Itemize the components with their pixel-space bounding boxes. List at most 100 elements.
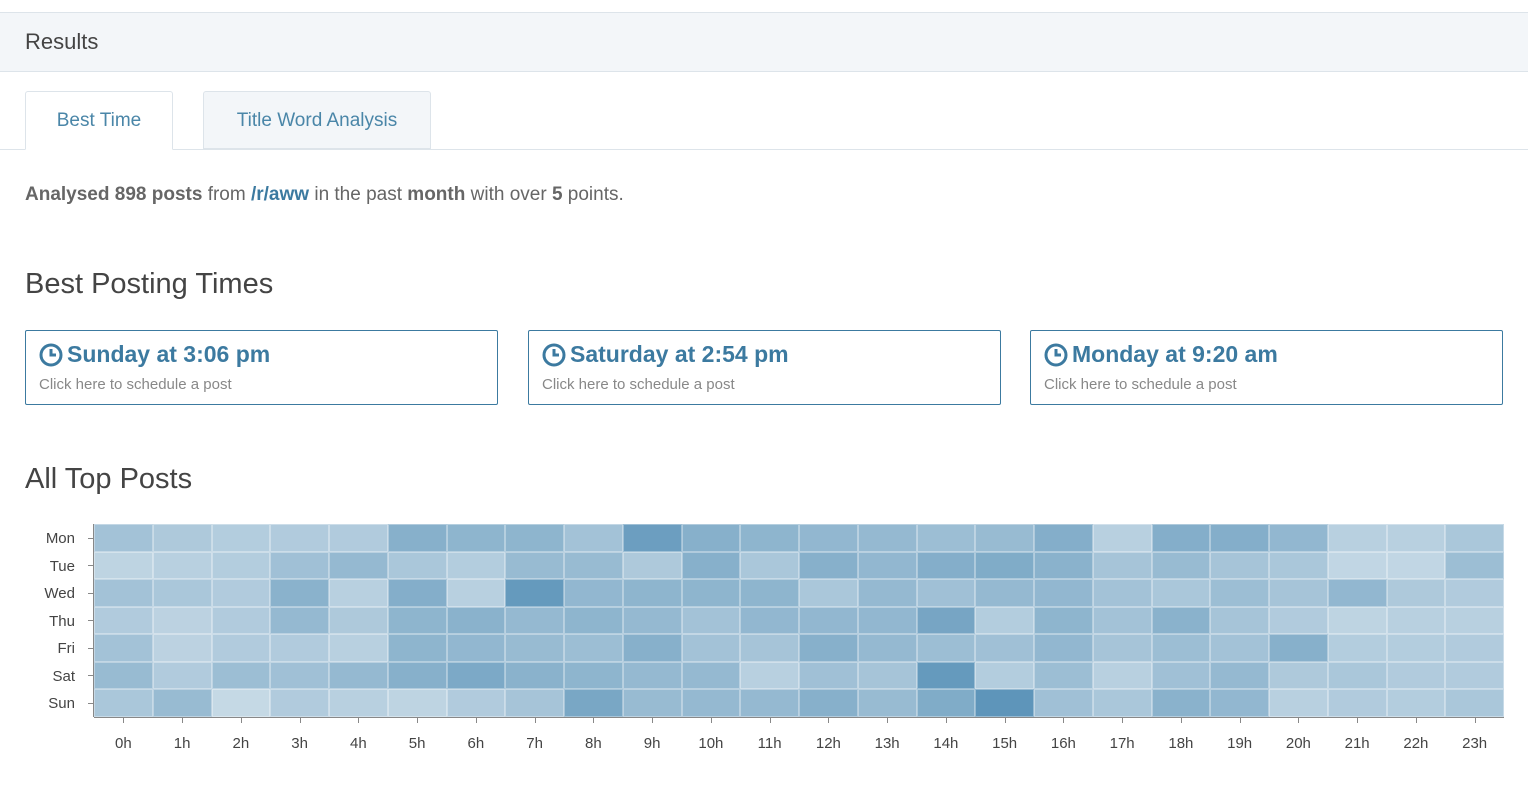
tab-title-word-analysis[interactable]: Title Word Analysis [203,91,431,149]
heatmap-cell-fri-10h [681,634,741,662]
summary-with-over: with over [465,184,552,205]
heatmap-cell-sat-23h [1445,661,1504,689]
heatmap-cell-thu-12h [799,606,858,634]
heatmap-cell-sun-0h [94,689,153,717]
heatmap-cell-fri-2h [211,634,271,662]
heatmap-x-axis [94,716,1504,718]
best-time-label: Sunday at 3:06 pm [67,341,271,367]
heatmap-cell-fri-7h [505,634,564,662]
heatmap-cell-mon-1h [152,524,212,552]
subreddit-link[interactable]: /r/aww [250,184,310,205]
schedule-hint: Click here to schedule a post [39,376,232,393]
tab-best-time[interactable]: Best Time [25,91,173,150]
heatmap-cell-thu-17h [1092,606,1152,634]
summary-analysed: Analysed 898 posts [25,184,203,205]
heatmap-cell-tue-3h [270,551,329,579]
heatmap-column-label: 5h [408,734,426,752]
heatmap-cell-thu-4h [329,606,388,634]
heatmap-cell-sun-16h [1034,689,1093,717]
heatmap-cell-tue-5h [387,551,447,579]
heatmap-cell-mon-15h [975,524,1034,552]
heatmap-cell-fri-19h [1210,634,1269,662]
heatmap-x-tick [475,716,477,723]
heatmap-cell-tue-13h [857,551,917,579]
heatmap-column-label: 10h [698,734,724,752]
best-time-label: Monday at 9:20 am [1072,341,1278,367]
heatmap-column-label: 16h [1050,734,1076,752]
heatmap-cell-sun-7h [505,689,564,717]
heatmap-chart: Mon Tue Wed Thu Fri Sat Sun 0h 1h 2h 3h 4h 5h 6h 7h 8h 9… [0,520,1528,760]
best-time-card-2[interactable]: Saturday at 2:54 pm Click here to schedu… [528,330,1001,405]
heatmap-column-label: 4h [350,734,367,752]
heatmap-cell-fri-15h [975,634,1034,662]
best-time-card-3[interactable]: Monday at 9:20 am Click here to schedule… [1030,330,1503,405]
heatmap-cell-sun-10h [681,689,741,717]
heatmap-cell-thu-7h [505,606,564,634]
heatmap-x-tick [417,716,419,723]
heatmap-column-label: 6h [467,734,485,752]
heatmap-cell-sun-1h [152,689,212,717]
heatmap-cell-wed-9h [622,579,682,607]
heatmap-column-label: 18h [1168,734,1194,752]
heatmap-cell-fri-16h [1034,634,1093,662]
heatmap-cell-mon-2h [211,524,271,552]
heatmap-cell-sun-14h [916,689,976,717]
heatmap-cell-sat-11h [740,661,799,689]
heatmap-cell-sun-18h [1151,689,1211,717]
heatmap-cell-sat-13h [857,661,917,689]
best-time-card-1[interactable]: Sunday at 3:06 pm Click here to schedule… [25,330,498,405]
heatmap-x-tick [1415,716,1417,723]
heatmap-cell-wed-16h [1034,579,1093,607]
heatmap-cell-tue-19h [1210,551,1269,579]
heatmap-cell-sat-12h [799,661,858,689]
heatmap-column-label: 22h [1403,734,1429,752]
heatmap-cell-fri-22h [1386,634,1446,662]
heatmap-row-label: Sun [48,695,75,712]
heatmap-row-label: Wed [44,585,75,602]
heatmap-cell-wed-17h [1092,579,1152,607]
heatmap-cell-sat-20h [1269,661,1328,689]
heatmap-x-tick [1474,716,1476,723]
heatmap-cell-sat-10h [681,661,741,689]
heatmap-cell-sat-2h [211,661,271,689]
heatmap-cell-sat-15h [975,661,1034,689]
schedule-hint: Click here to schedule a post [542,376,735,393]
heatmap-cell-wed-22h [1386,579,1446,607]
all-top-posts-title: All Top Posts [25,463,193,495]
heatmap-cell-sun-4h [329,689,388,717]
heatmap-x-tick [534,716,536,723]
heatmap-x-tick [593,716,595,723]
heatmap-column-label: 9h [643,734,661,752]
heatmap-cell-sat-8h [564,661,623,689]
heatmap-cell-thu-13h [857,606,917,634]
heatmap-cell-thu-5h [387,606,447,634]
results-title: Results [25,29,99,54]
heatmap-column-label: 1h [173,734,191,752]
heatmap-column-label: 20h [1285,734,1311,752]
heatmap-cell-mon-6h [446,524,506,552]
heatmap-row-label: Thu [49,612,75,630]
heatmap-x-tick [1298,716,1300,723]
heatmap-cell-thu-9h [622,606,682,634]
heatmap-cell-tue-14h [916,551,976,579]
heatmap-x-tick [769,716,771,723]
heatmap-cell-mon-0h [94,524,153,552]
heatmap-cell-thu-16h [1034,606,1093,634]
heatmap-cell-fri-18h [1151,634,1211,662]
heatmap-column-label: 0h [115,734,132,752]
heatmap-cell-thu-18h [1151,606,1211,634]
heatmap-cell-mon-4h [329,524,388,552]
heatmap-cell-sun-17h [1092,689,1152,717]
clock-icon [39,343,63,366]
heatmap-cell-sat-19h [1210,661,1269,689]
heatmap-cell-sun-13h [857,689,917,717]
heatmap-cell-mon-21h [1327,524,1387,552]
heatmap-cell-thu-3h [270,606,329,634]
heatmap-cell-wed-3h [270,579,329,607]
heatmap-cell-fri-14h [916,634,976,662]
heatmap-y-tick [88,565,94,567]
heatmap-cell-sat-0h [94,661,153,689]
heatmap-column-label: 11h [757,734,782,752]
heatmap-x-tick [182,716,184,723]
heatmap-cell-wed-23h [1445,579,1504,607]
